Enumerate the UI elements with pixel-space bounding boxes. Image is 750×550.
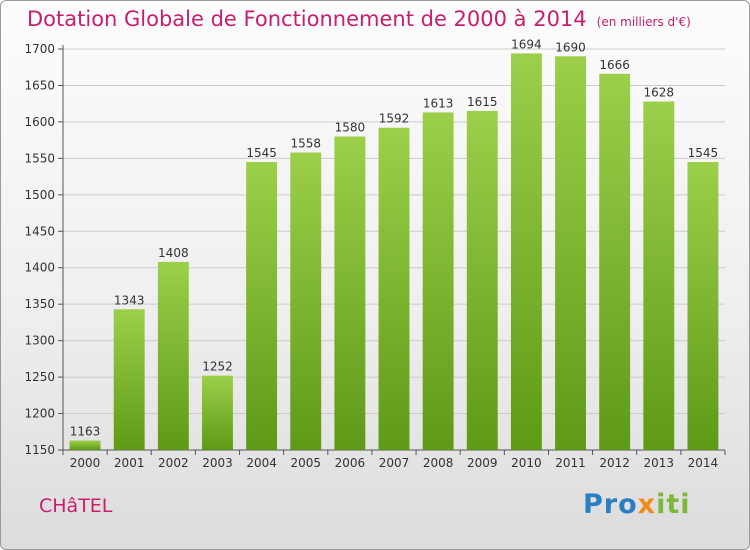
- bar-value-label: 1558: [290, 137, 321, 151]
- town-name: CHâTEL: [39, 495, 113, 517]
- x-tick-label: 2000: [70, 456, 101, 470]
- bar-value-label: 1694: [511, 37, 542, 51]
- bar: [202, 375, 233, 450]
- bar-value-label: 1343: [114, 293, 145, 307]
- y-tick-label: 1300: [24, 334, 55, 348]
- bar: [69, 440, 101, 450]
- y-tick-label: 1250: [24, 370, 55, 384]
- bar: [510, 53, 542, 451]
- y-tick-label: 1350: [24, 297, 55, 311]
- x-tick-label: 2014: [688, 456, 719, 470]
- bar-value-label: 1252: [202, 360, 233, 374]
- y-tick-label: 1450: [24, 224, 55, 238]
- bar: [643, 101, 675, 451]
- bar: [290, 152, 322, 450]
- bar-value-label: 1545: [688, 146, 719, 160]
- chart-title-text: Dotation Globale de Fonctionnement de 20…: [27, 7, 587, 31]
- x-tick-label: 2005: [290, 456, 321, 470]
- bar: [555, 56, 586, 451]
- x-tick-label: 2012: [599, 456, 630, 470]
- x-tick-label: 2008: [423, 456, 454, 470]
- bar: [422, 112, 454, 450]
- y-tick-label: 1150: [24, 443, 55, 457]
- bar-value-label: 1613: [423, 96, 454, 110]
- proxiti-logo: Proxiti: [583, 489, 691, 520]
- bar-value-label: 1408: [158, 246, 189, 260]
- x-tick-label: 2002: [158, 456, 189, 470]
- chart-title: Dotation Globale de Fonctionnement de 20…: [27, 7, 691, 31]
- x-tick-label: 2013: [644, 456, 675, 470]
- logo-part-iti: iti: [656, 489, 691, 520]
- x-tick-label: 2001: [114, 456, 145, 470]
- bar: [334, 136, 366, 450]
- bar-value-label: 1545: [246, 146, 277, 160]
- y-tick-label: 1500: [24, 188, 55, 202]
- y-tick-label: 1400: [24, 261, 55, 275]
- x-tick-label: 2011: [555, 456, 586, 470]
- bar-value-label: 1592: [379, 112, 410, 126]
- y-tick-label: 1550: [24, 151, 55, 165]
- bar: [687, 162, 719, 450]
- bar-value-label: 1615: [467, 95, 498, 109]
- bar: [378, 127, 410, 450]
- x-tick-label: 2009: [467, 456, 498, 470]
- y-tick-label: 1700: [24, 42, 55, 56]
- x-tick-label: 2006: [335, 456, 366, 470]
- bar: [246, 162, 278, 450]
- bar: [466, 110, 498, 451]
- x-tick-label: 2007: [379, 456, 410, 470]
- bar-value-label: 1163: [70, 425, 101, 439]
- x-tick-label: 2003: [202, 456, 233, 470]
- y-tick-label: 1200: [24, 407, 55, 421]
- bar: [157, 261, 189, 450]
- bar-value-label: 1690: [555, 40, 586, 54]
- logo-part-x: x: [637, 489, 657, 520]
- bar-value-label: 1580: [335, 120, 366, 134]
- bar-value-label: 1628: [644, 85, 675, 99]
- y-tick-label: 1650: [24, 78, 55, 92]
- bar: [599, 73, 631, 450]
- bar: [113, 309, 145, 450]
- x-tick-label: 2010: [511, 456, 542, 470]
- y-tick-label: 1600: [24, 115, 55, 129]
- logo-part-pro: Pro: [583, 489, 638, 520]
- chart-unit-note: (en milliers d'€): [596, 15, 691, 29]
- bar-value-label: 1666: [599, 58, 630, 72]
- x-tick-label: 2004: [246, 456, 277, 470]
